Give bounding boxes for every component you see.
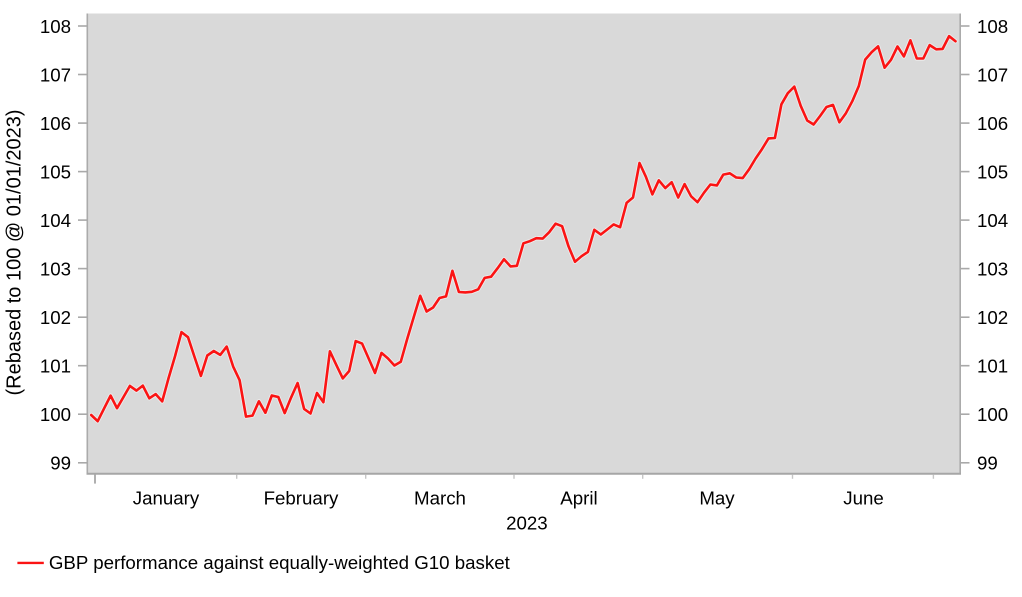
svg-text:105: 105 [977, 161, 1008, 182]
svg-text:107: 107 [40, 64, 71, 85]
svg-text:June: June [843, 488, 884, 509]
svg-text:108: 108 [40, 16, 71, 37]
svg-text:101: 101 [40, 356, 71, 377]
svg-text:100: 100 [40, 404, 71, 425]
svg-text:April: April [560, 488, 597, 509]
svg-text:102: 102 [977, 307, 1008, 328]
svg-text:104: 104 [977, 210, 1008, 231]
svg-text:105: 105 [40, 161, 71, 182]
svg-text:May: May [699, 488, 735, 509]
svg-text:(Rebased to 100 @ 01/01/2023): (Rebased to 100 @ 01/01/2023) [4, 109, 26, 395]
svg-text:103: 103 [40, 258, 71, 279]
svg-text:GBP performance against equall: GBP performance against equally-weighted… [49, 552, 511, 573]
svg-text:108: 108 [977, 16, 1008, 37]
svg-text:106: 106 [977, 113, 1008, 134]
svg-text:100: 100 [977, 404, 1008, 425]
svg-text:103: 103 [977, 258, 1008, 279]
svg-text:2023: 2023 [506, 512, 548, 533]
svg-text:106: 106 [40, 113, 71, 134]
svg-text:107: 107 [977, 64, 1008, 85]
svg-text:102: 102 [40, 307, 71, 328]
svg-text:99: 99 [50, 453, 71, 474]
svg-text:February: February [264, 488, 339, 509]
svg-text:101: 101 [977, 356, 1008, 377]
svg-text:104: 104 [40, 210, 71, 231]
svg-text:March: March [414, 488, 466, 509]
svg-text:January: January [133, 488, 200, 509]
svg-text:99: 99 [977, 453, 998, 474]
